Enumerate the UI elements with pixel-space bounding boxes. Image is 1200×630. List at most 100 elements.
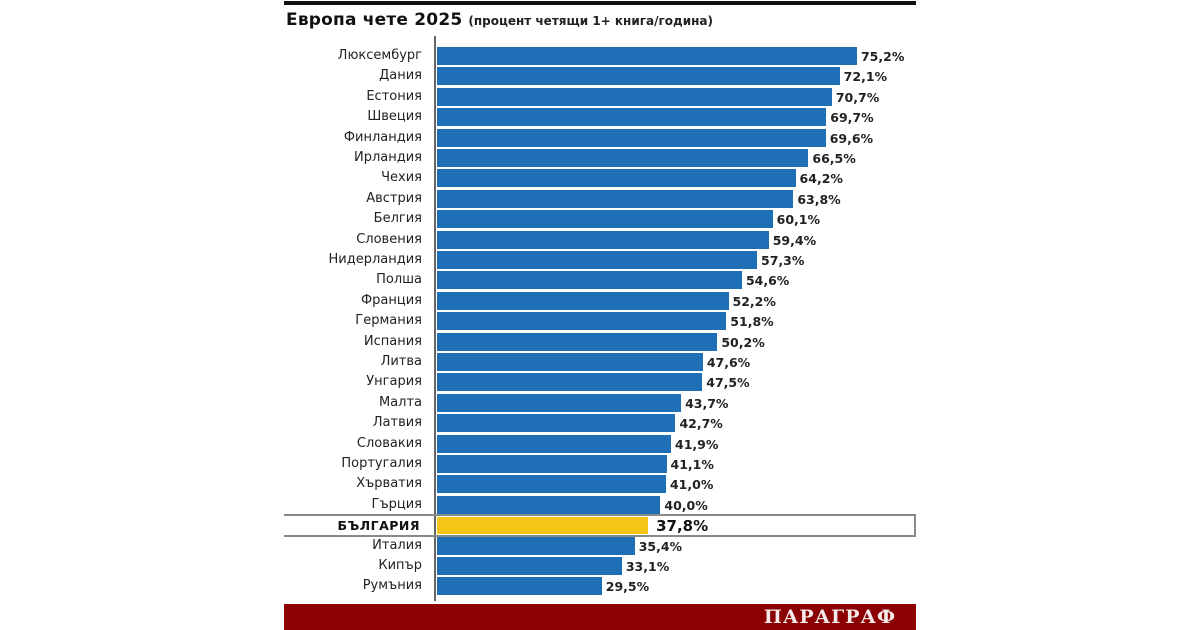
bar-row: Хърватия 41,0% [284, 474, 916, 494]
category-label: Белгия [373, 211, 422, 227]
bar-row: Франция 52,2% [284, 291, 916, 311]
category-label: Германия [355, 313, 422, 329]
bar-row: Австрия 63,8% [284, 189, 916, 209]
bar [437, 557, 622, 575]
bar-row: Латвия 42,7% [284, 413, 916, 433]
category-label: Румъния [362, 578, 422, 594]
value-label: 43,7% [685, 395, 729, 411]
category-label: Италия [372, 537, 422, 553]
value-label: 66,5% [812, 151, 856, 166]
category-label: Унгария [366, 374, 422, 390]
bar-row: Италия 35,4% [284, 536, 916, 556]
category-label: Хърватия [356, 476, 422, 492]
bar-row: Естония 70,7% [284, 87, 916, 107]
bar-row: Португалия 41,1% [284, 454, 916, 474]
category-label: Нидерландия [328, 252, 423, 267]
footer-banner: ПАРАГРАФ [284, 604, 916, 630]
value-label: 59,4% [772, 232, 817, 248]
category-label: Малта [378, 394, 422, 410]
bar-row: Дания 72,1% [284, 66, 916, 86]
bar [437, 312, 727, 331]
bar [437, 455, 667, 473]
category-label: Австрия [366, 190, 422, 206]
category-label: Люксембург [337, 48, 422, 63]
bar [437, 577, 602, 596]
value-label: 64,2% [799, 171, 843, 187]
value-label: 41,1% [670, 457, 714, 472]
value-label: 75,2% [860, 49, 905, 64]
bar [437, 149, 809, 167]
category-label: Испания [363, 333, 422, 349]
bar [437, 434, 671, 453]
category-label: Ирландия [353, 150, 422, 165]
category-label: Швеция [367, 109, 422, 125]
category-label: Дания [379, 68, 422, 84]
category-label: Финландия [343, 129, 422, 145]
bar [437, 271, 742, 290]
bar-row-highlight: БЪЛГАРИЯ 37,8% [284, 514, 916, 538]
bar-row: Нидерландия 57,3% [284, 250, 916, 270]
value-label: 60,1% [776, 212, 821, 228]
bar-row: Унгария 47,5% [284, 372, 916, 392]
chart-frame: Европа чете 2025 (процент четящи 1+ книга… [284, 0, 916, 630]
value-label: 41,0% [669, 477, 714, 493]
category-label: Чехия [381, 170, 422, 186]
bar-row: Швеция 69,7% [284, 107, 916, 127]
value-label: 47,6% [706, 355, 751, 370]
value-label: 35,4% [638, 538, 683, 554]
value-label: 54,6% [745, 273, 790, 289]
value-label: 33,1% [625, 559, 670, 574]
bar-row: Белгия 60,1% [284, 209, 916, 229]
bar-row: Гърция 40,0% [284, 495, 916, 515]
value-label: 37,8% [656, 517, 709, 536]
bar-row: Кипър 33,1% [284, 556, 916, 576]
bar [437, 291, 729, 310]
value-label: 69,7% [830, 110, 874, 126]
bar-row: Ирландия 66,5% [284, 148, 916, 168]
value-label: 52,2% [732, 293, 776, 309]
category-label: Кипър [378, 558, 422, 573]
category-label: БЪЛГАРИЯ [337, 518, 420, 534]
brand-logo: ПАРАГРАФ [763, 606, 896, 628]
bar [437, 495, 661, 514]
category-label: Словакия [356, 435, 422, 451]
bar [437, 189, 794, 208]
value-label: 63,8% [797, 191, 841, 207]
bar [437, 108, 827, 127]
bar [437, 373, 703, 392]
value-label: 57,3% [761, 253, 805, 268]
bar [437, 332, 718, 351]
value-label: 51,8% [730, 314, 774, 330]
value-label: 69,6% [829, 130, 874, 146]
bar-row: Румъния 29,5% [284, 576, 916, 596]
bar-row: Словения 59,4% [284, 230, 916, 250]
bar [437, 128, 826, 147]
value-label: 70,7% [835, 89, 880, 105]
bar [437, 210, 773, 229]
value-label: 40,0% [664, 497, 708, 513]
bar-row: Испания 50,2% [284, 332, 916, 352]
bar-row: Словакия 41,9% [284, 434, 916, 454]
bar-row: Люксембург 75,2% [284, 46, 916, 66]
value-label: 50,2% [721, 334, 765, 350]
bar-row: Полша 54,6% [284, 270, 916, 290]
bar [437, 67, 840, 86]
bar [437, 353, 703, 371]
category-label: Литва [380, 354, 422, 369]
bar [437, 251, 758, 269]
bar [437, 47, 857, 65]
category-label: Португалия [341, 456, 422, 471]
value-label: 72,1% [843, 69, 888, 85]
category-label: Франция [360, 292, 422, 308]
value-label: 29,5% [605, 579, 650, 595]
bar-row: Малта 43,7% [284, 393, 916, 413]
bar [437, 230, 769, 249]
category-label: Полша [376, 272, 422, 288]
bar [437, 393, 682, 412]
bar [437, 517, 649, 535]
bar-row: Чехия 64,2% [284, 168, 916, 188]
bar [437, 475, 666, 494]
bar [437, 87, 832, 106]
value-label: 41,9% [675, 436, 719, 452]
bar [437, 169, 796, 188]
